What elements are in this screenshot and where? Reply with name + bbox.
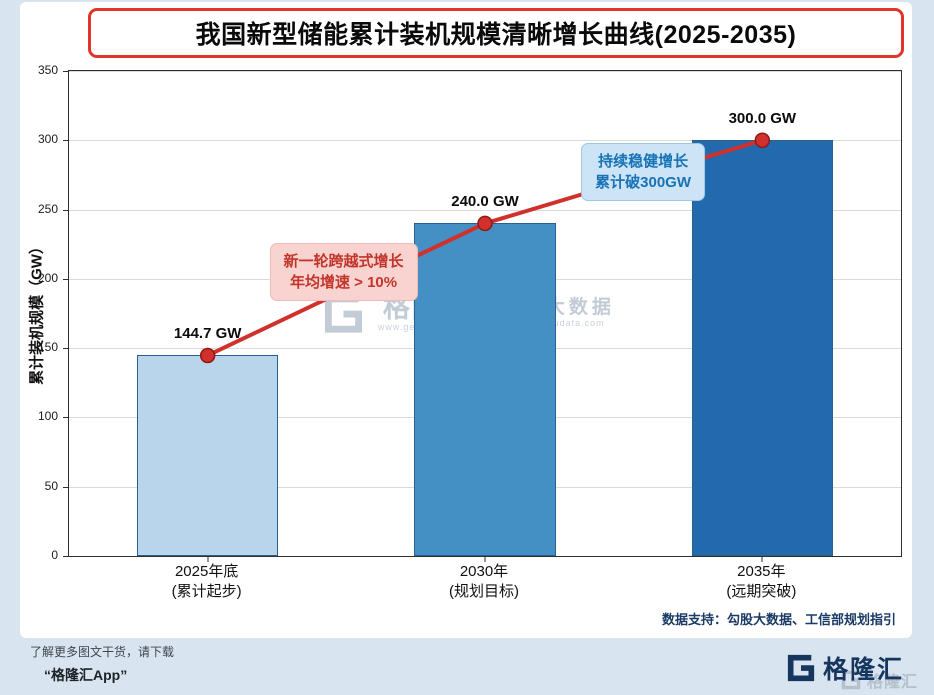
gridline bbox=[69, 209, 901, 211]
y-axis-ticks: 0 50 100 150 200 250 300 350 bbox=[20, 63, 58, 562]
y-tick-label: 250 bbox=[37, 201, 58, 216]
y-tick-mark bbox=[63, 278, 69, 280]
chart-title-box: 我国新型储能累计装机规模清晰增长曲线(2025-2035) bbox=[88, 8, 904, 58]
bar bbox=[414, 223, 556, 556]
footer-logo-text: 格隆汇 bbox=[822, 656, 904, 684]
y-tick-mark bbox=[63, 556, 69, 557]
footer-promo-line1: 了解更多图文干货，请下载 bbox=[30, 645, 175, 659]
plot-area: 格隆汇 www.gelonghui.com 勾股大数据 www.gogudata… bbox=[63, 70, 902, 562]
y-tick-mark bbox=[63, 348, 69, 350]
y-tick-mark bbox=[63, 140, 69, 142]
gridline bbox=[69, 71, 901, 72]
bar-value-label: 144.7 GW bbox=[173, 325, 242, 343]
footer-logo: 格隆汇 bbox=[786, 650, 904, 686]
footer-promo-line2: “格隆汇App” bbox=[44, 667, 128, 683]
y-tick-mark bbox=[63, 486, 69, 488]
bar bbox=[136, 355, 279, 556]
x-tick-mark bbox=[484, 556, 486, 562]
bar bbox=[691, 140, 834, 556]
x-axis-label: 2035年 (远期突破) bbox=[726, 563, 797, 601]
y-tick-label: 300 bbox=[37, 132, 58, 147]
y-tick-mark bbox=[63, 71, 69, 72]
y-tick-label: 150 bbox=[37, 340, 58, 355]
footer-logo-echo-text: 格隆汇 bbox=[866, 674, 918, 691]
y-tick-label: 200 bbox=[37, 270, 58, 285]
data-point-marker bbox=[754, 132, 771, 149]
bar-value-label: 240.0 GW bbox=[451, 193, 519, 211]
x-axis-label: 2030年 (规划目标) bbox=[449, 563, 519, 601]
data-point-marker bbox=[477, 215, 493, 232]
chart-title: 我国新型储能累计装机规模清晰增长曲线(2025-2035) bbox=[195, 21, 797, 49]
gelonghui-logo-echo-icon bbox=[841, 670, 861, 690]
x-axis-label: 2025年底 (累计起步) bbox=[171, 563, 242, 601]
x-tick-mark bbox=[761, 556, 763, 562]
x-axis-labels: 2025年底 (累计起步) 2030年 (规划目标) 2035年 (远期突破) bbox=[68, 562, 900, 606]
y-tick-mark bbox=[63, 209, 69, 211]
x-tick-mark bbox=[207, 556, 209, 562]
bar-value-label: 300.0 GW bbox=[728, 110, 797, 128]
footer-logo-echo: 格隆汇 bbox=[840, 668, 918, 692]
y-tick-label: 0 bbox=[51, 548, 58, 562]
annotation-2: 持续稳健增长 累计破300GW bbox=[581, 142, 706, 201]
watermark-partner-url: www.gogudata.com bbox=[510, 318, 605, 328]
data-support-note: 数据支持：勾股大数据、工信部规划指引 bbox=[661, 612, 896, 627]
y-tick-label: 350 bbox=[37, 63, 58, 77]
y-tick-label: 100 bbox=[37, 409, 58, 424]
chart-card: 我国新型储能累计装机规模清晰增长曲线(2025-2035) 累计装机规模（GW）… bbox=[20, 2, 912, 638]
gelonghui-logo-icon bbox=[787, 654, 815, 682]
annotation-1: 新一轮跨越式增长 年均增速 > 10% bbox=[269, 243, 418, 302]
gridline bbox=[69, 140, 901, 142]
y-tick-label: 50 bbox=[44, 478, 58, 493]
trend-line bbox=[199, 132, 771, 364]
data-point-marker bbox=[199, 347, 216, 364]
y-tick-mark bbox=[63, 417, 69, 419]
